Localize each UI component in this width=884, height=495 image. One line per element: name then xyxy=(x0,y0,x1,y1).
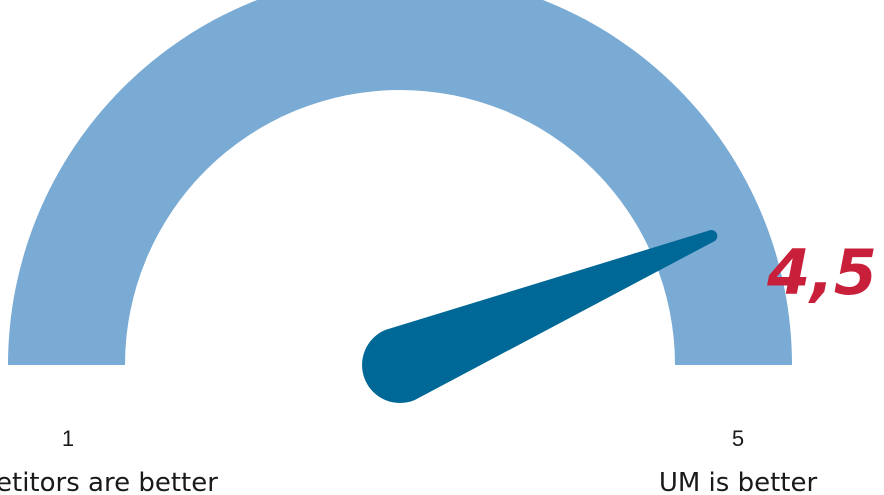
min-caption: etitors are better xyxy=(0,468,218,495)
gauge-arc xyxy=(8,0,792,365)
gauge-value-label: 4,5 xyxy=(766,236,877,309)
max-caption: UM is better xyxy=(659,468,818,495)
max-tick-label: 5 xyxy=(732,426,744,451)
min-tick-label: 1 xyxy=(62,426,74,451)
gauge-needle xyxy=(362,230,718,403)
